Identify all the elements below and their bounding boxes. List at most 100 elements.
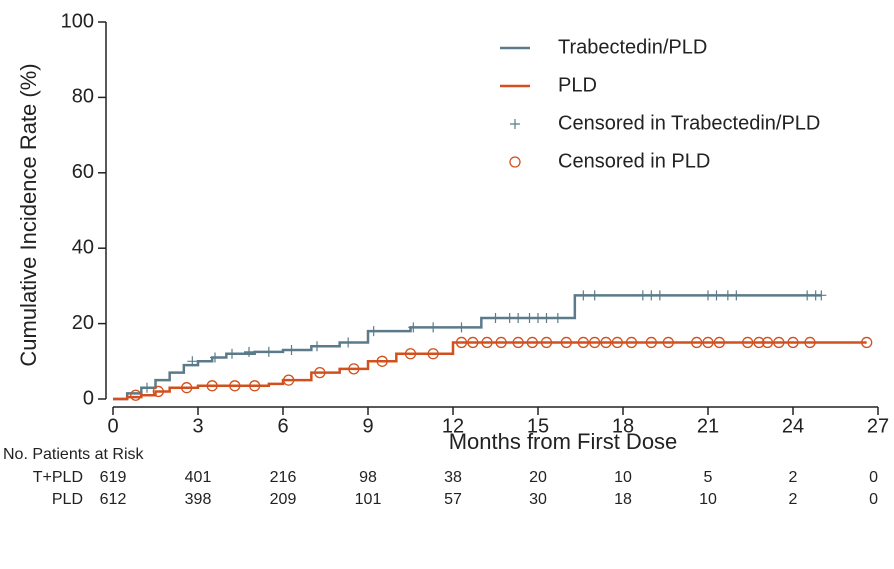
censor-mark xyxy=(456,322,467,333)
censor-mark xyxy=(816,290,827,301)
y-tick-label: 100 xyxy=(61,10,94,32)
censor-mark xyxy=(286,344,297,355)
censor-mark xyxy=(753,336,765,349)
censor-mark xyxy=(646,290,657,301)
x-tick-label: 18 xyxy=(612,415,634,437)
censor-mark xyxy=(533,312,543,323)
x-tick-label: 9 xyxy=(362,415,373,437)
censor-mark xyxy=(181,382,193,394)
censor-mark xyxy=(142,382,152,393)
risk-count: 209 xyxy=(270,491,297,508)
x-tick-label: 15 xyxy=(527,415,549,437)
legend-label: Censored in Trabectedin/PLD xyxy=(558,112,820,134)
censor-mark xyxy=(263,346,274,357)
censor-mark xyxy=(560,336,572,349)
censor-mark xyxy=(467,336,479,349)
risk-count: 20 xyxy=(529,469,547,486)
censor-mark xyxy=(455,336,468,349)
censor-mark xyxy=(722,290,733,301)
risk-row-label: PLD xyxy=(52,491,83,508)
censor-mark xyxy=(206,380,218,392)
y-tick-label: 80 xyxy=(72,86,94,108)
x-tick-label: 6 xyxy=(277,415,288,437)
y-axis-label: Cumulative Incidence Rate (%) xyxy=(16,63,41,366)
step-line xyxy=(113,341,867,401)
legend-label: Trabectedin/PLD xyxy=(558,36,707,58)
risk-count: 10 xyxy=(699,491,717,508)
censor-mark xyxy=(703,290,713,301)
censor-mark xyxy=(343,337,354,348)
y-tick-label: 20 xyxy=(72,312,94,334)
x-tick-label: 0 xyxy=(107,415,118,437)
censor-mark xyxy=(408,322,419,333)
censor-mark xyxy=(244,346,254,357)
y-tick-label: 40 xyxy=(72,236,94,258)
censor-mark xyxy=(662,336,674,349)
censor-mark xyxy=(481,336,493,349)
censor-mark xyxy=(552,312,563,323)
censor-mark xyxy=(541,312,552,323)
censor-mark xyxy=(368,326,379,337)
censor-mark xyxy=(524,312,535,323)
censor-mark xyxy=(711,290,722,301)
censor-mark xyxy=(577,336,589,349)
x-tick-label: 21 xyxy=(697,415,719,437)
censor-mark xyxy=(611,336,623,349)
censor-mark xyxy=(713,336,725,349)
censor-mark xyxy=(376,355,388,367)
censor-mark xyxy=(589,336,601,349)
censor-mark xyxy=(283,374,295,386)
censor-mark xyxy=(761,336,774,349)
censor-mark xyxy=(787,336,799,349)
censor-mark xyxy=(691,336,703,349)
censor-mark xyxy=(589,290,600,301)
censor-mark xyxy=(513,312,524,323)
censor-mark xyxy=(504,312,515,323)
legend-swatch xyxy=(509,156,521,168)
risk-count: 30 xyxy=(529,491,547,508)
censor-mark xyxy=(742,336,754,349)
risk-count: 5 xyxy=(704,469,713,486)
censor-mark xyxy=(637,290,648,301)
censor-mark xyxy=(210,352,220,363)
x-tick-label: 3 xyxy=(192,415,203,437)
risk-count: 98 xyxy=(359,469,377,486)
censor-mark xyxy=(861,336,873,349)
censor-mark xyxy=(227,348,237,359)
censor-mark xyxy=(654,290,665,301)
risk-count: 38 xyxy=(444,469,462,486)
censor-mark xyxy=(187,356,198,367)
censor-mark xyxy=(312,341,322,352)
risk-count: 401 xyxy=(185,469,212,486)
risk-count: 57 xyxy=(444,491,462,508)
risk-count: 0 xyxy=(869,469,878,486)
censor-mark xyxy=(804,336,816,349)
risk-count: 10 xyxy=(614,469,632,486)
legend-swatch xyxy=(510,119,520,129)
censor-mark xyxy=(428,322,439,333)
risk-count: 612 xyxy=(100,491,127,508)
censor-mark xyxy=(731,290,742,301)
risk-table-title: No. Patients at Risk xyxy=(3,446,145,463)
legend-label: PLD xyxy=(558,74,597,96)
risk-count: 2 xyxy=(789,491,798,508)
risk-count: 101 xyxy=(355,491,382,508)
x-tick-label: 12 xyxy=(442,415,464,437)
step-line xyxy=(113,294,822,401)
censor-mark xyxy=(404,348,417,360)
censor-mark xyxy=(314,366,326,379)
censor-mark xyxy=(229,380,241,392)
legend-label: Censored in PLD xyxy=(558,150,710,172)
censor-mark xyxy=(512,336,524,349)
y-tick-label: 60 xyxy=(72,161,94,183)
risk-count: 0 xyxy=(869,491,878,508)
y-tick-label: 0 xyxy=(83,387,94,409)
censor-mark xyxy=(490,312,501,323)
risk-count: 216 xyxy=(270,469,297,486)
censor-mark xyxy=(540,336,553,349)
censor-mark xyxy=(600,336,612,349)
risk-count: 2 xyxy=(789,469,798,486)
censor-mark xyxy=(348,363,360,375)
censor-mark xyxy=(130,389,142,401)
x-tick-label: 27 xyxy=(867,415,889,437)
